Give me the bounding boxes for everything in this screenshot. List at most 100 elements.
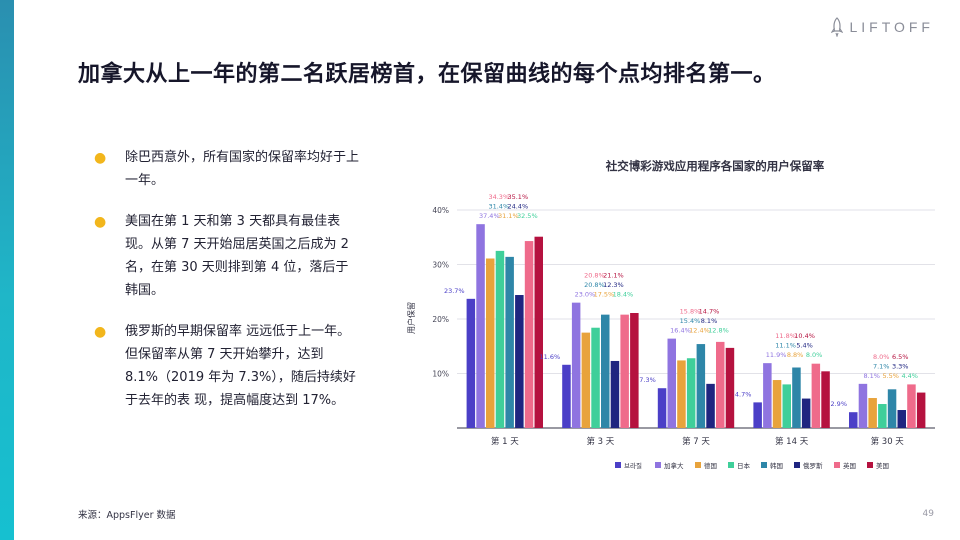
legend-label: 美国 bbox=[876, 461, 889, 470]
x-tick-label: 第 1 天 bbox=[491, 436, 519, 447]
data-label: 11.1% bbox=[775, 342, 796, 350]
legend-swatch bbox=[695, 462, 701, 468]
bullet-text: 除巴西意外，所有国家的保留率均好于上一年。 bbox=[125, 150, 360, 188]
bullet-text: 俄罗斯的早期保留率 远远低于上一年。但保留率从第 7 天开始攀升，达到 8.1%… bbox=[125, 324, 356, 408]
bar bbox=[821, 371, 830, 428]
y-tick-label: 20% bbox=[432, 315, 449, 324]
data-label: 12.3% bbox=[603, 281, 624, 289]
data-label: 14.7% bbox=[699, 308, 720, 316]
bar bbox=[858, 383, 868, 428]
bar bbox=[601, 314, 610, 428]
bar bbox=[534, 236, 543, 428]
legend-label: 英国 bbox=[843, 461, 856, 470]
data-label: 35.1% bbox=[507, 193, 528, 201]
page-title: 加拿大从上一年的第二名跃居榜首，在保留曲线的每个点均排名第一。 bbox=[78, 62, 776, 87]
data-label: 5.4% bbox=[796, 342, 813, 350]
bar bbox=[630, 313, 639, 428]
page-number: 49 bbox=[922, 509, 934, 519]
brand-logo: LIFTOFF bbox=[831, 16, 934, 38]
legend-swatch bbox=[615, 462, 621, 468]
bar bbox=[801, 398, 811, 428]
bar bbox=[486, 258, 495, 428]
data-label: 17.5% bbox=[594, 291, 615, 299]
bar bbox=[571, 302, 581, 428]
bar bbox=[849, 412, 858, 428]
bar bbox=[657, 388, 667, 428]
data-label: 31.1% bbox=[498, 212, 519, 220]
data-label: 24.4% bbox=[507, 203, 528, 211]
legend-swatch bbox=[867, 462, 873, 468]
data-label: 23.7% bbox=[444, 287, 465, 295]
data-label: 4.7% bbox=[735, 390, 752, 398]
x-tick-label: 第 7 天 bbox=[682, 436, 710, 447]
x-tick-label: 第 14 天 bbox=[775, 436, 809, 447]
bar bbox=[753, 402, 762, 428]
data-label: 11.6% bbox=[540, 353, 561, 361]
bar bbox=[466, 298, 476, 428]
bar bbox=[716, 341, 725, 428]
data-label: 34.3% bbox=[488, 193, 509, 201]
data-label: 8.1% bbox=[701, 317, 718, 325]
bar bbox=[696, 344, 706, 428]
bar bbox=[763, 363, 772, 428]
bullet-list: ● 除巴西意外，所有国家的保留率均好于上一年。 ● 美国在第 1 天和第 3 天… bbox=[92, 146, 360, 430]
data-label: 2.9% bbox=[830, 400, 847, 408]
chart-title: 社交博彩游戏应用程序各国家的用户保留率 bbox=[605, 159, 825, 173]
data-label: 15.8% bbox=[680, 308, 701, 316]
bar bbox=[897, 410, 906, 428]
data-label: 8.1% bbox=[863, 372, 880, 380]
rocket-icon bbox=[831, 17, 844, 37]
data-label: 11.9% bbox=[766, 351, 787, 359]
x-tick-label: 第 3 天 bbox=[586, 436, 614, 447]
y-axis-label: 用户保留 bbox=[406, 302, 416, 334]
data-label: 21.1% bbox=[603, 272, 624, 280]
data-label: 6.5% bbox=[892, 353, 909, 361]
data-label: 12.4% bbox=[689, 327, 710, 335]
data-label: 8.0% bbox=[806, 351, 823, 359]
bar bbox=[515, 295, 524, 428]
legend-swatch bbox=[728, 462, 734, 468]
data-label: 31.4% bbox=[488, 203, 509, 211]
bar bbox=[792, 367, 801, 428]
bullet-dot-icon: ● bbox=[94, 214, 107, 230]
legend-swatch bbox=[655, 462, 661, 468]
data-label: 3.3% bbox=[892, 362, 909, 370]
data-label: 32.5% bbox=[517, 212, 538, 220]
bar bbox=[562, 364, 571, 428]
data-labels-layer: 23.7% 37.4%31.1%32.5% 31.4%24.4% 34.3%35.1%… bbox=[444, 193, 918, 408]
legend-label: 브라질 bbox=[624, 461, 642, 470]
bar bbox=[811, 363, 821, 428]
bar bbox=[772, 380, 782, 428]
data-label: 8.0% bbox=[873, 353, 890, 361]
logo-text: LIFTOFF bbox=[849, 19, 934, 35]
bar bbox=[524, 241, 534, 428]
data-label: 10.4% bbox=[794, 332, 815, 340]
data-label: 15.4% bbox=[680, 317, 701, 325]
data-label: 8.8% bbox=[787, 351, 804, 359]
data-label: 37.4% bbox=[479, 212, 500, 220]
side-accent-bar bbox=[0, 0, 14, 540]
source-note: 来源：AppsFlyer 数据 bbox=[78, 510, 176, 521]
bar bbox=[591, 327, 600, 428]
bar bbox=[907, 384, 916, 428]
bar bbox=[725, 347, 735, 428]
bar bbox=[505, 256, 514, 428]
legend-label: 韩国 bbox=[770, 461, 783, 470]
legend-swatch bbox=[834, 462, 840, 468]
bar bbox=[476, 224, 485, 428]
legend-label: 加拿大 bbox=[664, 461, 684, 470]
x-axis-layer: 第 1 天 第 3 天 第 7 天 第 14 天 第 30 天 bbox=[491, 436, 904, 447]
chart-svg: 社交博彩游戏应用程序各国家的用户保留率 用户保留 10% 20% 30% 40% 23… bbox=[406, 159, 935, 470]
y-tick-label: 30% bbox=[432, 261, 449, 270]
bullet-text: 美国在第 1 天和第 3 天都具有最佳表现。从第 7 天开始屈居英国之后成为 2… bbox=[125, 214, 349, 298]
bar bbox=[620, 314, 629, 428]
bar bbox=[610, 360, 620, 428]
y-tick-label: 10% bbox=[432, 370, 449, 379]
data-label: 5.5% bbox=[882, 372, 899, 380]
bar bbox=[782, 384, 791, 428]
data-label: 18.4% bbox=[613, 291, 634, 299]
retention-chart: 社交博彩游戏应用程序各国家的用户保留率 用户保留 10% 20% 30% 40% 23… bbox=[400, 150, 945, 490]
bullet-item: ● 除巴西意外，所有国家的保留率均好于上一年。 bbox=[92, 146, 360, 192]
data-label: 20.8% bbox=[584, 281, 605, 289]
data-label: 12.8% bbox=[708, 327, 729, 335]
